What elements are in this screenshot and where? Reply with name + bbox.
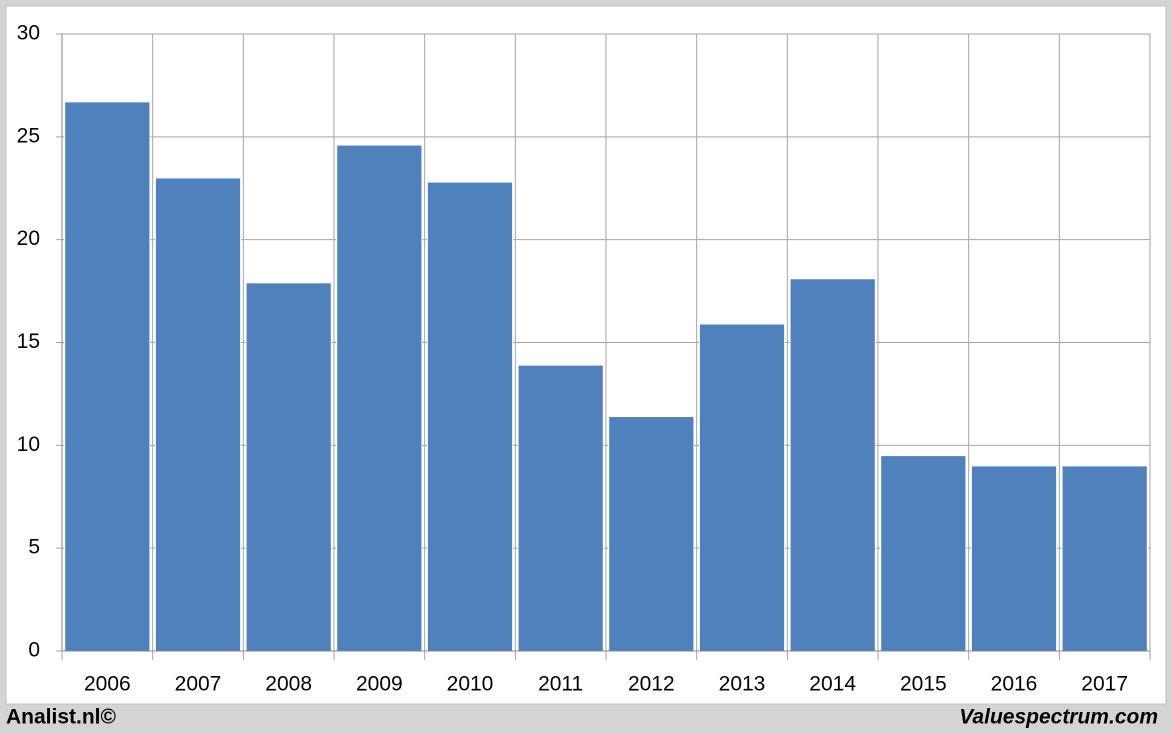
x-tick-label: 2017 — [1081, 673, 1128, 696]
x-tick-label: 2014 — [809, 673, 856, 696]
y-tick-label: 10 — [17, 433, 40, 456]
x-tick-label: 2011 — [538, 673, 583, 696]
footer-right: Valuespectrum.com — [959, 706, 1158, 729]
x-tick-label: 2010 — [447, 673, 494, 696]
footer-left: Analist.nl© — [6, 706, 117, 729]
y-tick-label: 5 — [28, 536, 40, 559]
x-tick-label: 2016 — [991, 673, 1038, 696]
x-tick-label: 2008 — [265, 673, 312, 696]
y-tick-label: 30 — [17, 22, 40, 45]
bar — [1061, 465, 1148, 652]
x-tick-label: 2007 — [175, 673, 222, 696]
bar — [698, 323, 786, 652]
x-tick-label: 2013 — [719, 673, 766, 696]
bar — [64, 101, 151, 652]
bar — [970, 465, 1058, 652]
x-tick-label: 2012 — [628, 673, 675, 696]
bar — [426, 181, 514, 652]
bar — [880, 455, 967, 652]
x-tick-label: 2006 — [84, 673, 131, 696]
x-tick-label: 2015 — [900, 673, 947, 696]
y-tick-label: 15 — [17, 330, 40, 353]
bar — [336, 144, 423, 652]
bar — [154, 177, 242, 652]
y-tick-label: 25 — [17, 124, 40, 147]
y-tick-label: 20 — [17, 227, 40, 250]
bar — [789, 278, 876, 652]
y-tick-label: 0 — [28, 639, 40, 662]
bar — [608, 416, 695, 652]
bar — [245, 282, 332, 652]
x-tick-label: 2009 — [356, 673, 403, 696]
bar — [517, 364, 604, 652]
